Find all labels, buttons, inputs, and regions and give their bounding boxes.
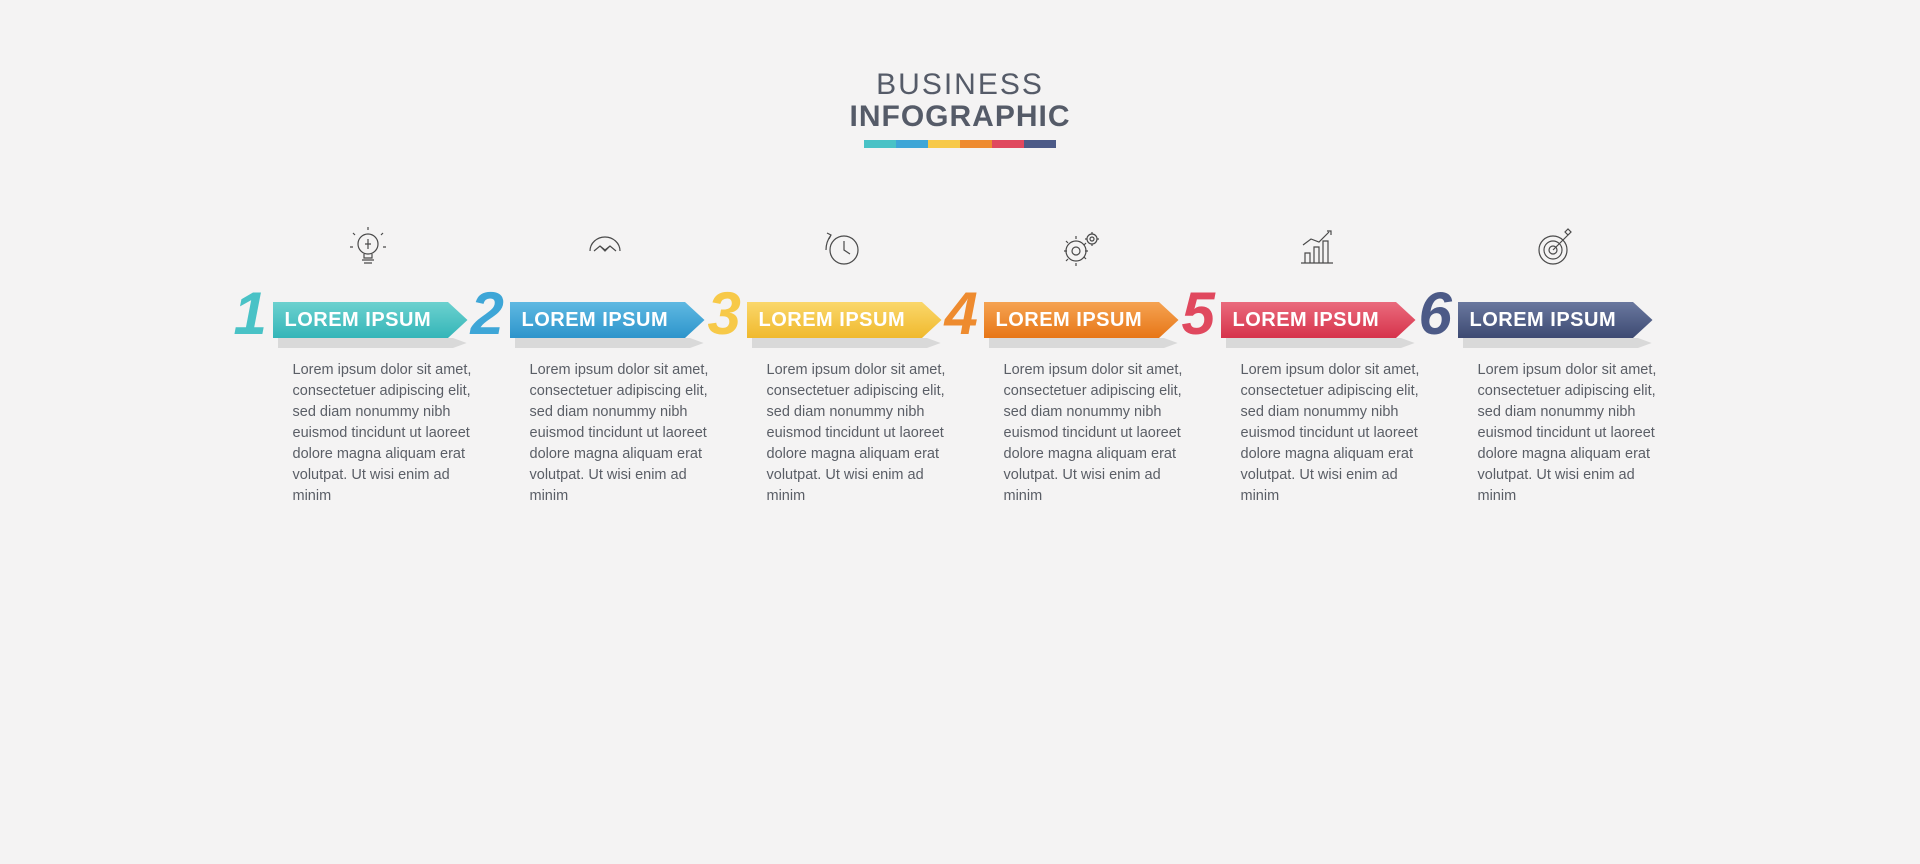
infographic-header: BUSINESS INFOGRAPHIC [850,68,1071,148]
step-description: Lorem ipsum dolor sit amet, consectetuer… [767,360,947,507]
step-label: LOREM IPSUM [273,302,468,338]
color-bar-segment [864,140,896,148]
color-bar-segment [992,140,1024,148]
title-color-bar [864,140,1056,148]
step-4: 4LOREM IPSUM Lorem ipsum dolor sit amet, … [960,218,1197,507]
step-description: Lorem ipsum dolor sit amet, consectetuer… [1241,360,1421,507]
step-arrow: 3LOREM IPSUM [732,296,952,346]
step-label: LOREM IPSUM [510,302,705,338]
arrow-shadow [515,338,710,348]
title-line-2: INFOGRAPHIC [850,100,1071,134]
step-number: 5 [1182,284,1215,344]
color-bar-segment [896,140,928,148]
step-arrow: 5LOREM IPSUM [1206,296,1426,346]
arrow-shadow [989,338,1184,348]
clock-icon [819,218,865,278]
step-arrow: 4LOREM IPSUM [969,296,1189,346]
step-description: Lorem ipsum dolor sit amet, consectetuer… [530,360,710,507]
step-label: LOREM IPSUM [1221,302,1416,338]
target-icon [1530,218,1576,278]
step-arrow: 2LOREM IPSUM [495,296,715,346]
color-bar-segment [1024,140,1056,148]
step-label: LOREM IPSUM [1458,302,1653,338]
step-number: 3 [708,284,741,344]
handshake-icon [582,218,628,278]
step-number: 1 [234,284,267,344]
step-description: Lorem ipsum dolor sit amet, consectetuer… [1478,360,1658,507]
color-bar-segment [960,140,992,148]
steps-row: 1LOREM IPSUMLorem ipsum dolor sit amet, … [0,218,1920,507]
arrow-shadow [752,338,947,348]
step-1: 1LOREM IPSUM Lorem ipsum dolor sit amet, … [249,218,486,507]
step-arrow: 1LOREM IPSUM [258,296,478,346]
step-label: LOREM IPSUM [747,302,942,338]
step-6: 6LOREM IPSUM Lorem ipsum dolor sit amet, … [1434,218,1671,507]
step-number: 2 [471,284,504,344]
arrow-shadow [1463,338,1658,348]
step-3: 3LOREM IPSUM Lorem ipsum dolor sit amet, … [723,218,960,507]
step-arrow: 6LOREM IPSUM [1443,296,1663,346]
step-2: 2LOREM IPSUM Lorem ipsum dolor sit amet, … [486,218,723,507]
lightbulb-icon [345,218,391,278]
title-line-1: BUSINESS [850,68,1071,102]
step-number: 6 [1419,284,1452,344]
color-bar-segment [928,140,960,148]
step-description: Lorem ipsum dolor sit amet, consectetuer… [293,360,473,507]
chart-icon [1293,218,1339,278]
step-description: Lorem ipsum dolor sit amet, consectetuer… [1004,360,1184,507]
step-label: LOREM IPSUM [984,302,1179,338]
arrow-shadow [1226,338,1421,348]
arrow-shadow [278,338,473,348]
step-number: 4 [945,284,978,344]
gears-icon [1056,218,1102,278]
step-5: 5LOREM IPSUM Lorem ipsum dolor sit amet, … [1197,218,1434,507]
